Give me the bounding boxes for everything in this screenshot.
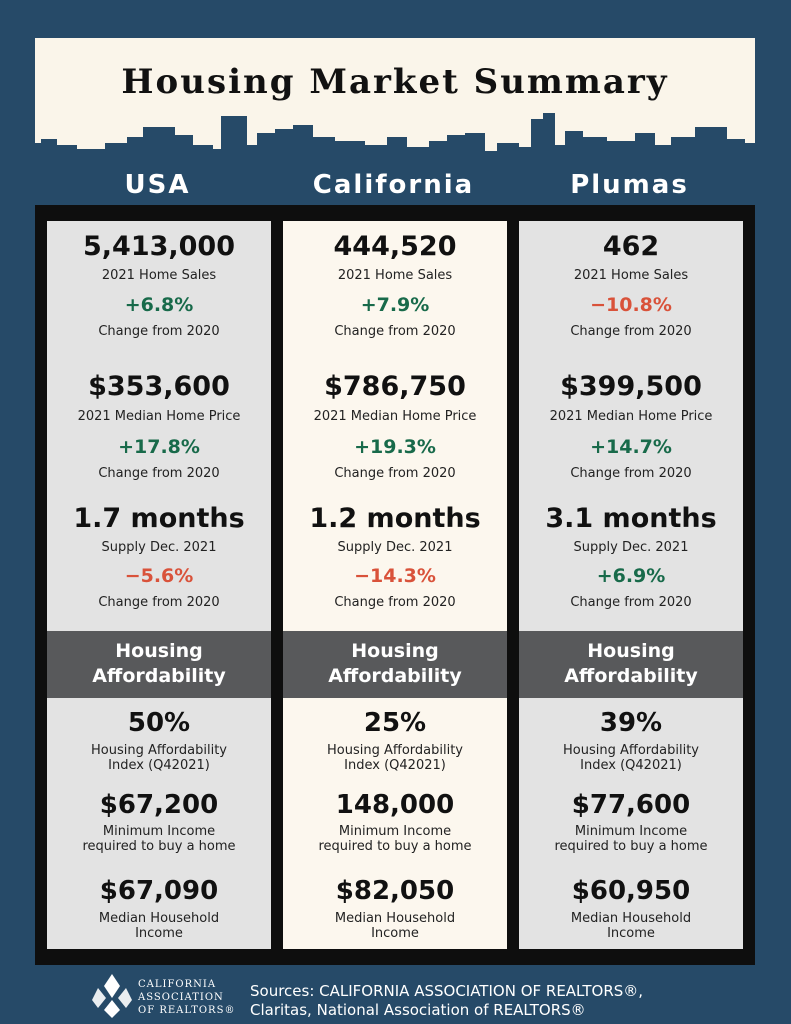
home-sales-value: 444,520 [333, 231, 457, 262]
band-line-1: Housing [115, 640, 203, 662]
supply-change: −5.6% [124, 565, 194, 587]
supply-label: Supply Dec. 2021 [337, 540, 453, 555]
home-sales-label: 2021 Home Sales [573, 268, 689, 283]
median-price-value: $353,600 [88, 371, 230, 402]
hai-label-line-1: Housing Affordability [327, 743, 463, 758]
median-income-label-1: Median Household [98, 911, 220, 926]
band-line-1: Housing [587, 640, 675, 662]
home-sales-change: +7.9% [360, 294, 430, 316]
supply-value: 3.1 months [545, 503, 717, 534]
title-banner: Housing Market Summary [35, 38, 755, 158]
column-header-california: California [312, 170, 475, 200]
median-income-label-2: Income [607, 926, 655, 941]
min-income-value: $67,200 [99, 790, 219, 820]
hai-label-line-2: Index (Q42021) [108, 758, 210, 773]
affordability-band: Housing Affordability [283, 631, 507, 698]
supply-change: −14.3% [354, 565, 436, 587]
median-price-label: 2021 Median Home Price [313, 409, 477, 424]
band-line-1: Housing [351, 640, 439, 662]
median-price-change: +19.3% [354, 436, 436, 458]
min-income-label-2: required to buy a home [318, 839, 472, 854]
supply-change-label: Change from 2020 [334, 595, 456, 610]
supply-label: Supply Dec. 2021 [101, 540, 217, 555]
median-price-value: $786,750 [324, 371, 466, 402]
median-income-value: $67,090 [99, 876, 219, 906]
supply-change-label: Change from 2020 [570, 595, 692, 610]
column-california: 444,520 2021 Home Sales +7.9% Change from 2… [283, 221, 507, 949]
hai-value: 39% [599, 708, 663, 738]
median-price-change-label: Change from 2020 [334, 466, 456, 481]
logo-line-1: CALIFORNIA [138, 979, 217, 990]
min-income-label-1: Minimum Income [574, 824, 688, 839]
supply-value: 1.2 months [309, 503, 481, 534]
median-income-value: $60,950 [571, 876, 691, 906]
home-sales-change: −10.8% [590, 294, 672, 316]
sources-line-1: Sources: CALIFORNIA ASSOCIATION OF REALT… [250, 982, 644, 1000]
logo-line-3: OF REALTORS® [138, 1005, 236, 1016]
hai-value: 25% [363, 708, 427, 738]
supply-change: +6.9% [596, 565, 666, 587]
band-line-2: Affordability [328, 665, 462, 687]
median-price-change-label: Change from 2020 [570, 466, 692, 481]
hai-label-line-1: Housing Affordability [91, 743, 227, 758]
home-sales-change-label: Change from 2020 [334, 324, 456, 339]
min-income-label-2: required to buy a home [554, 839, 708, 854]
home-sales-change-label: Change from 2020 [570, 324, 692, 339]
median-income-label-2: Income [371, 926, 419, 941]
column-usa: 5,413,000 2021 Home Sales +6.8% Change from… [47, 221, 271, 949]
logo-wordmark: CALIFORNIA ASSOCIATION OF REALTORS® [138, 978, 235, 1017]
min-income-value: 148,000 [335, 790, 455, 820]
column-header-plumas: Plumas [570, 170, 689, 200]
column-header-usa: USA [124, 170, 191, 200]
home-sales-value: 462 [602, 231, 660, 262]
median-income-label-1: Median Household [334, 911, 456, 926]
sources-note: Sources: CALIFORNIA ASSOCIATION OF REALT… [250, 982, 770, 1020]
min-income-value: $77,600 [571, 790, 691, 820]
car-logo-icon [90, 972, 134, 1024]
median-price-change: +14.7% [590, 436, 672, 458]
home-sales-label: 2021 Home Sales [101, 268, 217, 283]
median-price-label: 2021 Median Home Price [549, 409, 713, 424]
page-title: Housing Market Summary [121, 62, 669, 102]
home-sales-change-label: Change from 2020 [98, 324, 220, 339]
hai-label-line-2: Index (Q42021) [344, 758, 446, 773]
median-income-label-1: Median Household [570, 911, 692, 926]
column-plumas: 462 2021 Home Sales −10.8% Change from 2020… [519, 221, 743, 949]
median-income-value: $82,050 [335, 876, 455, 906]
median-price-change-label: Change from 2020 [98, 466, 220, 481]
affordability-band: Housing Affordability [519, 631, 743, 698]
min-income-label-1: Minimum Income [102, 824, 216, 839]
band-line-2: Affordability [92, 665, 226, 687]
hai-label-line-2: Index (Q42021) [580, 758, 682, 773]
hai-label-line-1: Housing Affordability [563, 743, 699, 758]
home-sales-change: +6.8% [124, 294, 194, 316]
band-line-2: Affordability [564, 665, 698, 687]
supply-label: Supply Dec. 2021 [573, 540, 689, 555]
supply-change-label: Change from 2020 [98, 595, 220, 610]
median-income-label-2: Income [135, 926, 183, 941]
supply-value: 1.7 months [73, 503, 245, 534]
home-sales-value: 5,413,000 [82, 231, 236, 262]
min-income-label-2: required to buy a home [82, 839, 236, 854]
affordability-band: Housing Affordability [47, 631, 271, 698]
city-skyline-graphic [35, 113, 755, 158]
sources-line-2: Claritas, National Association of REALTO… [250, 1001, 586, 1019]
logo-line-2: ASSOCIATION [138, 992, 224, 1003]
min-income-label-1: Minimum Income [338, 824, 452, 839]
median-price-change: +17.8% [118, 436, 200, 458]
hai-value: 50% [127, 708, 191, 738]
median-price-value: $399,500 [560, 371, 702, 402]
home-sales-label: 2021 Home Sales [337, 268, 453, 283]
median-price-label: 2021 Median Home Price [77, 409, 241, 424]
